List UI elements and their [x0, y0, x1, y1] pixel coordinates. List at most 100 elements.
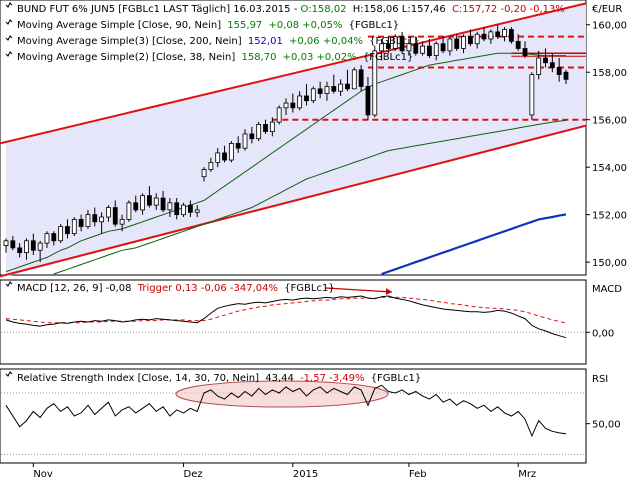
price-tick-label: 160,00 — [592, 21, 627, 32]
macd-trigger-line — [5, 296, 567, 324]
candle-body — [269, 121, 275, 132]
candle-body — [495, 31, 501, 38]
candle-body — [413, 43, 419, 54]
macd-axis: 0,00 — [586, 328, 614, 339]
price-axis-label: €/EUR — [592, 4, 622, 15]
indicator-icon — [5, 19, 13, 25]
candle-body — [174, 202, 180, 216]
candle-body — [522, 48, 528, 56]
ma90-value: 155,97 — [227, 20, 262, 31]
candle-body — [228, 143, 234, 161]
price-header: BUND FUT 6% JUN5 [FGBLc1 LAST Täglich] 1… — [5, 2, 565, 63]
candle-body — [140, 195, 145, 211]
macd-axis-label: MACD — [592, 284, 622, 295]
candle-body — [235, 143, 241, 149]
candle-body — [310, 88, 316, 102]
macd-lines — [1, 295, 585, 339]
candle-body — [222, 152, 227, 161]
candle-body — [399, 36, 405, 52]
channel-lower-line — [0, 124, 587, 278]
rsi-tag: {FGBLc1} — [371, 373, 422, 384]
time-tick-label: Mrz — [518, 469, 536, 480]
price-header-name: BUND FUT 6% JUN5 [FGBLc1 LAST Täglich] 1… — [17, 4, 298, 15]
candle-body — [153, 197, 159, 206]
price-tick-label: 152,00 — [592, 211, 627, 222]
candle-body — [488, 31, 494, 40]
candle-body — [508, 29, 514, 42]
candle-body — [440, 43, 446, 52]
candle-body — [30, 240, 36, 251]
ma200-label: Moving Average Simple(3) [Close, 200, Ne… — [17, 36, 242, 47]
candle-body — [351, 69, 357, 90]
candle-body — [242, 133, 248, 149]
candle-body — [365, 86, 371, 116]
candle-body — [556, 67, 562, 75]
macd-line — [5, 295, 567, 339]
time-axis: Nov Dez 2015 Feb Mrz — [0, 462, 586, 480]
rsi-value: 43,44 — [265, 373, 294, 384]
candle-body — [10, 240, 16, 249]
candle-body — [263, 124, 268, 132]
candle-body — [85, 214, 91, 227]
price-tick-label: 158,00 — [592, 68, 627, 79]
macd-title: MACD [12, 26, 9] -0,08 — [17, 283, 132, 294]
candle-body — [529, 74, 535, 116]
ma38-label: Moving Average Simple(2) [Close, 38, Nei… — [17, 52, 235, 63]
candle-body — [201, 169, 207, 178]
time-tick-label: Dez — [184, 469, 203, 480]
candle-body — [481, 33, 487, 40]
candle-body — [126, 202, 132, 220]
ma90-header: Moving Average Simple [Close, 90, Nein] … — [17, 20, 399, 31]
rsi-header: Relative Strength Index [Close, 14, 30, … — [17, 373, 421, 384]
ma38-tag: {FGBLc1} — [363, 52, 414, 63]
candle-body — [379, 43, 385, 52]
price-axis: 160,00 158,00 156,00 154,00 152,00 150,00 — [586, 21, 627, 269]
candle-body — [386, 43, 391, 49]
price-header-open: O:158,02 — [301, 4, 347, 15]
ma90-change: +0,08 +0,05% — [268, 20, 342, 31]
candle-body — [324, 86, 330, 94]
macd-trend-arrow — [325, 287, 393, 293]
candle-body — [543, 57, 548, 64]
candle-body — [71, 218, 77, 235]
price-tick-label: 154,00 — [592, 163, 627, 174]
macd-tick-label: 0,00 — [592, 328, 614, 339]
time-tick-label: Nov — [33, 469, 53, 480]
candle-body — [37, 242, 43, 251]
candle-body — [536, 57, 542, 75]
candle-body — [99, 216, 105, 223]
candle-body — [276, 107, 282, 123]
candle-body — [51, 233, 57, 242]
ma90-tag: {FGBLc1} — [349, 20, 400, 31]
candle-body — [44, 233, 50, 244]
rsi-line — [5, 384, 567, 438]
candle-body — [24, 240, 29, 254]
candle-body — [372, 50, 378, 116]
candle-body — [345, 83, 350, 90]
candle-body — [65, 226, 70, 235]
rsi-tick-label: 50,00 — [592, 420, 621, 431]
candle-body — [317, 88, 323, 94]
rsi-axis-label: RSI — [592, 374, 608, 385]
macd-trigger: Trigger 0,13 -0,06 -347,04% — [137, 283, 278, 294]
arrow-head-icon — [386, 288, 392, 295]
candle-body — [256, 124, 262, 140]
candle-body — [106, 207, 111, 218]
price-channel — [0, 2, 587, 278]
macd-header: MACD [12, 26, 9] -0,08 Trigger 0,13 -0,0… — [17, 283, 335, 294]
ma90-label: Moving Average Simple [Close, 90, Nein] — [17, 20, 221, 31]
candle-body — [181, 204, 186, 216]
candle-body — [454, 38, 460, 49]
candle-body — [58, 226, 64, 242]
candle-body — [331, 86, 337, 92]
candle-body — [133, 202, 139, 211]
candle-body — [304, 95, 309, 102]
indicator-icon — [5, 2, 13, 8]
candle-body — [249, 133, 255, 140]
ma38-header: Moving Average Simple(2) [Close, 38, Nei… — [17, 52, 413, 63]
candle-body — [3, 240, 9, 246]
candle-body — [167, 202, 173, 211]
candle-body — [358, 69, 364, 87]
price-tick-label: 156,00 — [592, 116, 627, 127]
